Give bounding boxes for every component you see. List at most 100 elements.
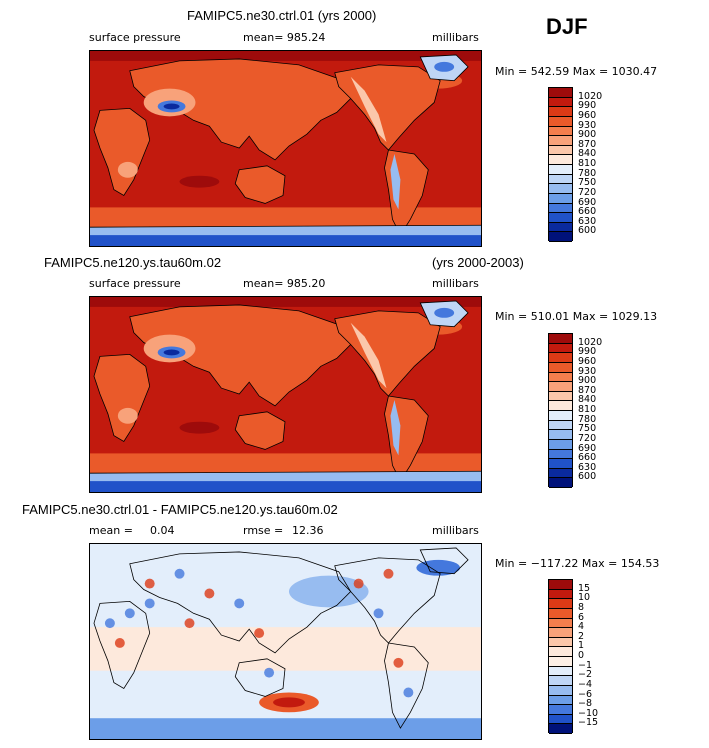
south-pacific-positive-core <box>273 697 305 708</box>
colorbar-swatch <box>549 155 572 165</box>
colorbar-swatch <box>549 174 572 185</box>
colorbar-swatch <box>549 637 572 648</box>
colorbar-tick-label: 840 <box>578 148 597 160</box>
colorbar-tick-label: 750 <box>578 423 597 435</box>
panel3-rmse-value: 12.36 <box>292 524 324 537</box>
colorbar-swatch <box>549 88 572 98</box>
greenland-outline <box>419 547 469 575</box>
antarctic-negative <box>90 718 481 739</box>
colorbar-tick-label: 8 <box>578 601 585 613</box>
colorbar-tick-label: 4 <box>578 621 585 633</box>
panel2-colorbar <box>548 333 573 488</box>
samerica-outline <box>384 642 429 729</box>
land-noise-blob <box>144 598 155 609</box>
colorbar-swatch <box>549 222 572 233</box>
panel3-title: FAMIPC5.ne30.ctrl.01 - FAMIPC5.ne120.ys.… <box>22 502 338 517</box>
panel2-title: FAMIPC5.ne120.ys.tau60m.02 <box>44 255 222 270</box>
colorbar-tick-label: 660 <box>578 452 597 464</box>
colorbar-tick-label: 990 <box>578 100 597 112</box>
panel3-colorbar <box>548 579 573 734</box>
arctic-band <box>90 297 481 307</box>
namerica-land <box>334 64 441 151</box>
colorbar-tick-label: 840 <box>578 394 597 406</box>
colorbar-tick-label: −8 <box>578 698 593 710</box>
colorbar-swatch <box>549 203 572 214</box>
colorbar-tick-label: −1 <box>578 659 593 671</box>
andes <box>390 399 401 456</box>
antarctic-plateau <box>90 481 481 492</box>
colorbar-tick-label: 630 <box>578 461 597 473</box>
colorbar-swatch <box>549 97 572 108</box>
colorbar-swatch <box>549 343 572 354</box>
panel1-variable-label: surface pressure <box>89 31 181 44</box>
colorbar-tick-label: 810 <box>578 158 597 169</box>
colorbar-tick-label: 930 <box>578 119 597 131</box>
colorbar-tick-label: 870 <box>578 138 597 150</box>
antarctica-coast <box>90 224 481 228</box>
colorbar-tick-label: 15 <box>578 582 591 594</box>
land-noise-blob <box>144 578 155 589</box>
map-svg <box>90 544 481 739</box>
namerica-land <box>334 310 441 397</box>
namerica-outline <box>334 557 441 644</box>
panel3-rmse-label: rmse = <box>243 524 284 537</box>
southern-ocean-low <box>90 453 481 474</box>
land-noise-blob <box>264 667 275 678</box>
colorbar-swatch <box>549 459 572 469</box>
subtropical-high-south <box>179 421 220 434</box>
colorbar-swatch <box>549 589 572 600</box>
colorbar-tick-label: −4 <box>578 678 593 690</box>
colorbar-swatch <box>549 391 572 402</box>
land-noise-blob <box>353 578 364 589</box>
colorbar-swatch <box>549 401 572 411</box>
land-noise-blob <box>184 618 195 629</box>
map-svg <box>90 297 481 492</box>
panel2-mean-label: mean= 985.20 <box>243 277 326 290</box>
colorbar-tick-label: 690 <box>578 196 597 208</box>
panel1-mean-label: mean= 985.24 <box>243 31 326 44</box>
colorbar-tick-label: 600 <box>578 471 597 483</box>
colorbar-tick-label: 1020 <box>578 336 603 348</box>
land-noise-blob <box>174 568 185 579</box>
colorbar-swatch <box>549 362 572 373</box>
greenland-negative <box>416 559 461 576</box>
colorbar-swatch <box>549 439 572 450</box>
colorbar-swatch <box>549 411 572 421</box>
colorbar-tick-label: 780 <box>578 413 597 425</box>
colorbar-tick-label: 780 <box>578 167 597 179</box>
land-noise-blob <box>204 588 215 599</box>
panel2-minmax: Min = 510.01 Max = 1029.13 <box>495 310 658 323</box>
colorbar-tick-label: 720 <box>578 186 597 198</box>
colorbar-swatch <box>549 136 572 146</box>
colorbar-swatch <box>549 382 572 392</box>
east-africa-highland <box>117 161 138 178</box>
colorbar-tick-label: −15 <box>578 717 599 729</box>
colorbar-swatch <box>549 666 572 677</box>
greenland-summit <box>434 307 455 318</box>
panel1-units-label: millibars <box>432 31 479 44</box>
colorbar-swatch <box>549 449 572 460</box>
map-svg <box>90 51 481 246</box>
colorbar-tick-label: 960 <box>578 355 597 367</box>
north-pacific-negative <box>288 575 369 608</box>
colorbar-tick-label: −2 <box>578 669 593 681</box>
colorbar-swatch <box>549 657 572 667</box>
colorbar-tick-label: 810 <box>578 404 597 415</box>
subtropical-high-south <box>179 175 220 188</box>
colorbar-swatch <box>549 468 572 479</box>
colorbar-tick-label: 750 <box>578 177 597 189</box>
rocky-mountains <box>350 322 387 389</box>
panel3-mean-value: 0.04 <box>150 524 175 537</box>
australia-land <box>234 165 286 204</box>
panel1-title: FAMIPC5.ne30.ctrl.01 (yrs 2000) <box>187 8 377 23</box>
panel3-mean-label: mean = <box>89 524 133 537</box>
panel2-map <box>89 296 482 493</box>
colorbar-swatch <box>549 580 572 590</box>
land-noise-blob <box>403 687 414 698</box>
colorbar-tick-label: 1 <box>578 640 585 652</box>
panel2-variable-label: surface pressure <box>89 277 181 290</box>
colorbar-tick-label: 10 <box>578 592 591 604</box>
colorbar-tick-label: 600 <box>578 225 597 237</box>
colorbar-tick-label: 660 <box>578 206 597 218</box>
colorbar-tick-label: 720 <box>578 432 597 444</box>
